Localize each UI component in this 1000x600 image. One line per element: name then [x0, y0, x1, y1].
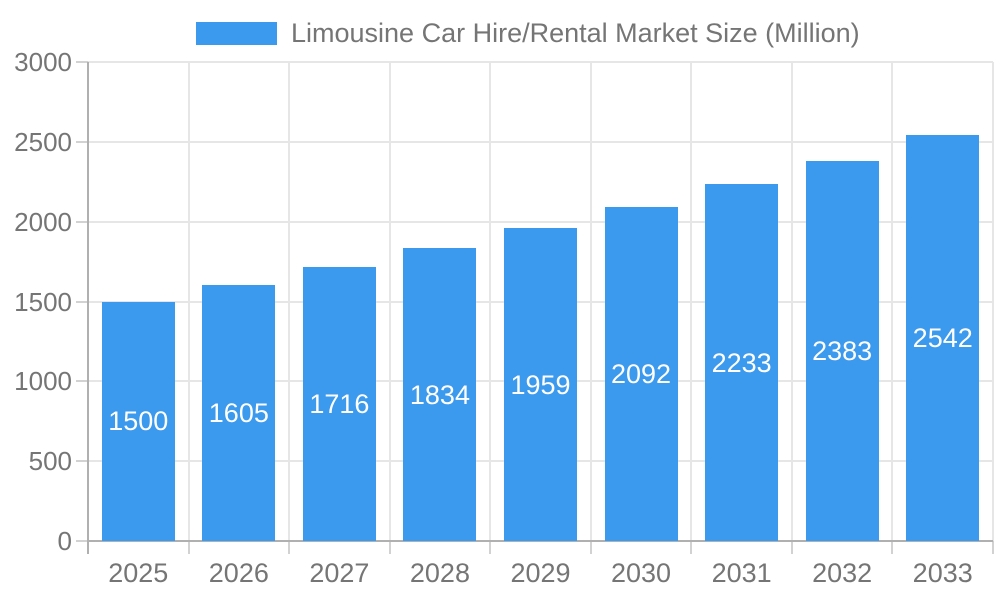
y-tick-label: 2500	[14, 126, 72, 157]
legend-swatch	[196, 22, 277, 45]
x-axis-line	[88, 540, 993, 542]
y-tick-label: 1000	[14, 366, 72, 397]
y-tick-label: 1500	[14, 286, 72, 317]
bar-value-label: 2383	[812, 335, 873, 366]
x-tick-label: 2032	[812, 558, 873, 588]
bar-value-label: 2233	[711, 347, 772, 378]
bar-value-label: 1500	[108, 406, 169, 437]
v-gridline	[187, 62, 190, 541]
bar[interactable]	[906, 135, 980, 541]
v-gridline	[288, 62, 291, 541]
y-axis-tick	[76, 61, 88, 63]
bar-value-label: 2542	[912, 323, 973, 354]
y-axis-tick	[76, 380, 88, 383]
v-gridline	[992, 62, 994, 541]
bar[interactable]	[302, 267, 376, 541]
x-axis-tick	[790, 541, 793, 554]
y-axis-tick	[76, 220, 88, 223]
x-tick-label: 2031	[711, 558, 772, 588]
y-axis-line	[87, 62, 89, 554]
x-tick-label: 2028	[409, 558, 470, 588]
x-axis-tick	[690, 541, 693, 554]
v-gridline	[589, 62, 592, 541]
x-axis-tick	[891, 541, 894, 554]
x-axis-tick	[489, 541, 492, 554]
y-axis-tick	[76, 140, 88, 143]
legend-item[interactable]: Limousine Car Hire/Rental Market Size (M…	[196, 20, 860, 47]
x-tick-label: 2025	[108, 558, 169, 588]
bar[interactable]	[705, 184, 779, 541]
bar-value-label: 1959	[510, 369, 571, 400]
y-tick-label: 3000	[14, 47, 72, 77]
bar-value-label: 1834	[409, 379, 470, 410]
h-gridline	[88, 140, 993, 143]
y-axis-tick	[76, 300, 88, 303]
x-tick-label: 2027	[309, 558, 370, 588]
y-axis-tick	[76, 540, 88, 542]
v-gridline	[489, 62, 492, 541]
y-tick-label: 2000	[14, 206, 72, 237]
h-gridline	[88, 220, 993, 223]
x-axis-tick	[388, 541, 391, 554]
x-axis-tick	[589, 541, 592, 554]
bar-value-label: 1605	[208, 397, 269, 428]
bar[interactable]	[101, 301, 175, 541]
x-axis-tick	[992, 541, 994, 554]
x-axis-tick	[187, 541, 190, 554]
v-gridline	[790, 62, 793, 541]
v-gridline	[388, 62, 391, 541]
bar[interactable]	[805, 160, 879, 541]
bar[interactable]	[604, 206, 678, 541]
legend-label: Limousine Car Hire/Rental Market Size (M…	[291, 18, 860, 48]
x-tick-label: 2029	[510, 558, 571, 588]
v-gridline	[891, 62, 894, 541]
h-gridline	[88, 61, 993, 63]
bar[interactable]	[504, 228, 577, 541]
v-gridline	[690, 62, 693, 541]
bar-value-label: 1716	[309, 389, 370, 419]
x-tick-label: 2026	[208, 558, 269, 588]
y-tick-label: 500	[28, 446, 72, 477]
x-axis-tick	[288, 541, 291, 554]
bar[interactable]	[403, 248, 477, 541]
y-tick-label: 0	[57, 526, 72, 556]
x-tick-label: 2033	[912, 558, 973, 588]
bar-value-label: 2092	[611, 358, 672, 389]
x-tick-label: 2030	[611, 558, 672, 588]
y-axis-tick	[76, 460, 88, 463]
bar[interactable]	[202, 284, 276, 541]
